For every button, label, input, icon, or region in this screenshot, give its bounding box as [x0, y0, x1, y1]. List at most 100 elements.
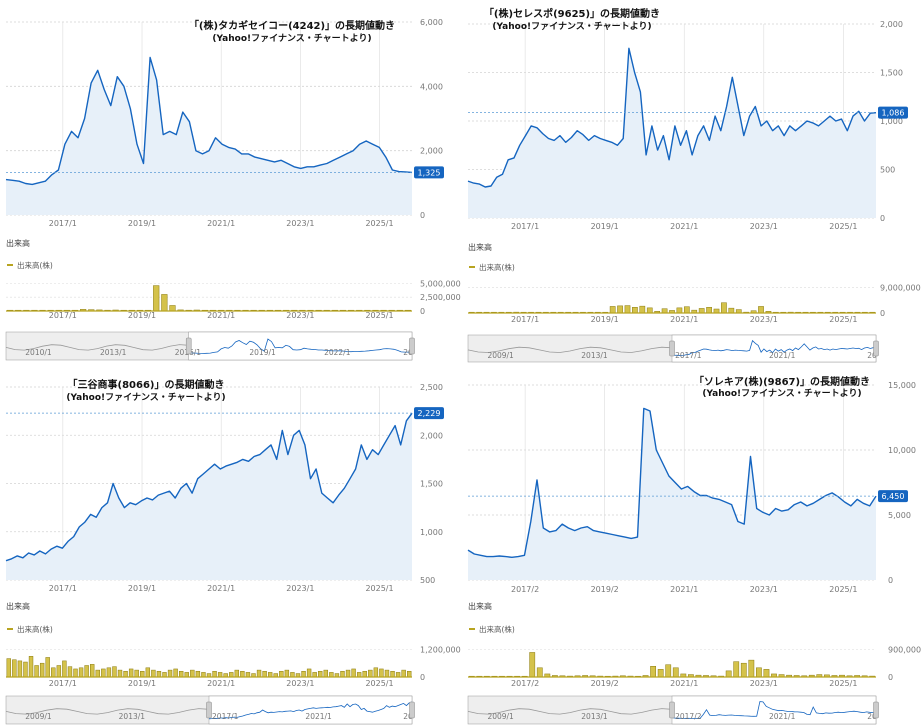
volume-bar [609, 306, 616, 314]
volume-x-tick-label: 2025/1 [365, 679, 393, 688]
navigator-tick-label: 20 [867, 712, 877, 721]
last-value-label: 2,229 [418, 409, 441, 418]
volume-bar [725, 670, 732, 678]
navigator-left-handle[interactable] [669, 701, 675, 719]
last-value-label: 1,325 [418, 168, 441, 177]
chart-title: 「(株)タカギセイコー(4242)」の長期値動き [189, 19, 395, 32]
volume-bar [390, 670, 395, 678]
x-tick-label: 2025/1 [829, 222, 857, 231]
volume-bar [312, 672, 317, 678]
volume-x-tick-label: 2025/1 [365, 311, 393, 320]
navigator-right-handle[interactable] [873, 701, 879, 719]
navigator-tick-label: 2013/1 [581, 712, 608, 721]
volume-x-tick-label: 2021/1 [207, 311, 235, 320]
volume-bar [84, 665, 89, 678]
volume-x-tick-label: 2025/1 [829, 315, 857, 324]
volume-bar [706, 307, 712, 314]
volume-bar [23, 661, 28, 678]
navigator-right-handle[interactable] [409, 337, 415, 355]
volume-tick-label: 5,000,000 [420, 279, 461, 288]
x-tick-label: 2019/1 [591, 222, 619, 231]
volume-bar [112, 666, 117, 678]
volume-bar [279, 670, 284, 678]
volume-legend: 出来高(株) [17, 260, 53, 270]
volume-bar [661, 308, 668, 314]
range-navigator: 2009/1 2013/1 2017/2 2021/1 20 [467, 695, 879, 725]
navigator-history-line [467, 346, 673, 353]
volume-x-tick-label: 2023/1 [286, 311, 314, 320]
last-value-badge [878, 490, 908, 503]
volume-x-tick-label: 2017/1 [511, 315, 539, 324]
volume-bar [384, 669, 390, 678]
volume-legend: 出来高(株) [17, 624, 53, 634]
navigator-right-handle[interactable] [873, 340, 879, 357]
volume-bar [284, 669, 290, 678]
navigator-tick-label: 2009/1 [487, 351, 514, 360]
volume-bar [140, 670, 145, 678]
volume-bar [178, 670, 184, 678]
y-tick-label: 0 [888, 576, 893, 585]
chart-subtitle: (Yahoo!ファイナンス・チャートより) [702, 388, 861, 399]
volume-bar [229, 672, 234, 678]
navigator-tick-label: 2017/2 [675, 712, 702, 721]
volume-x-tick-label: 2025/1 [829, 679, 857, 688]
y-tick-label: 6,000 [420, 18, 443, 27]
volume-bar [639, 305, 646, 314]
volume-bar [162, 672, 167, 678]
navigator-line [188, 338, 412, 354]
volume-bar [356, 672, 362, 678]
volume-bar [78, 667, 84, 678]
volume-title: 出来高 [6, 601, 30, 611]
price-line [467, 47, 877, 188]
volume-bar [329, 672, 334, 678]
volume-x-tick-label: 2019/1 [128, 679, 156, 688]
volume-x-tick-label: 2017/2 [511, 679, 539, 688]
navigator-left-handle[interactable] [669, 340, 675, 357]
volume-bar [362, 670, 367, 678]
y-tick-label: 2,000 [420, 147, 443, 156]
x-tick-label: 2017/1 [49, 584, 77, 593]
navigator-tick-label: 2022/1 [324, 348, 351, 357]
x-tick-label: 2021/1 [670, 222, 698, 231]
volume-bar [683, 306, 690, 314]
volume-x-tick-label: 2023/1 [286, 679, 314, 688]
navigator-tick-label: 2013/1 [119, 712, 146, 721]
volume-x-tick-label: 2021/1 [670, 315, 698, 324]
chart-panel-1: 0 2,000 4,000 6,000 2017/1 2019/1 2021/1 2023/1… [5, 18, 461, 361]
volume-bar [153, 285, 160, 312]
x-tick-label: 2019/1 [128, 219, 156, 228]
volume-bar [190, 669, 195, 678]
volume-bar [373, 667, 379, 678]
navigator-left-handle[interactable] [185, 337, 192, 355]
y-tick-label: 500 [420, 576, 435, 585]
volume-x-tick-label: 2021/1 [670, 679, 698, 688]
volume-tick-label: 0 [880, 309, 885, 318]
price-line [5, 56, 413, 186]
volume-bar [62, 660, 67, 678]
y-tick-label: 1,000 [420, 528, 443, 537]
price-area [6, 413, 412, 580]
volume-bar [134, 669, 139, 678]
volume-bar [676, 307, 683, 314]
navigator-right-handle[interactable] [409, 701, 415, 719]
chart-title: 「(株)セレスポ(9625)」の長期値動き [484, 7, 660, 20]
volume-bar [39, 662, 45, 678]
volume-bar [56, 665, 62, 678]
volume-bar [318, 670, 323, 678]
navigator-tick-label: 2017/1 [675, 351, 702, 360]
volume-bar [51, 667, 56, 678]
navigator-left-handle[interactable] [206, 701, 212, 719]
last-value-badge [414, 407, 444, 420]
volume-bar [301, 670, 306, 678]
price-area [6, 57, 412, 216]
volume-bar [368, 669, 373, 678]
volume-bar [156, 670, 162, 678]
navigator-history-line [467, 708, 673, 715]
navigator-tick-label: 20 [867, 351, 877, 360]
volume-title: 出来高 [468, 242, 492, 252]
volume-bar [290, 672, 295, 678]
volume-bar [345, 669, 351, 678]
volume-x-tick-label: 2023/1 [750, 679, 778, 688]
